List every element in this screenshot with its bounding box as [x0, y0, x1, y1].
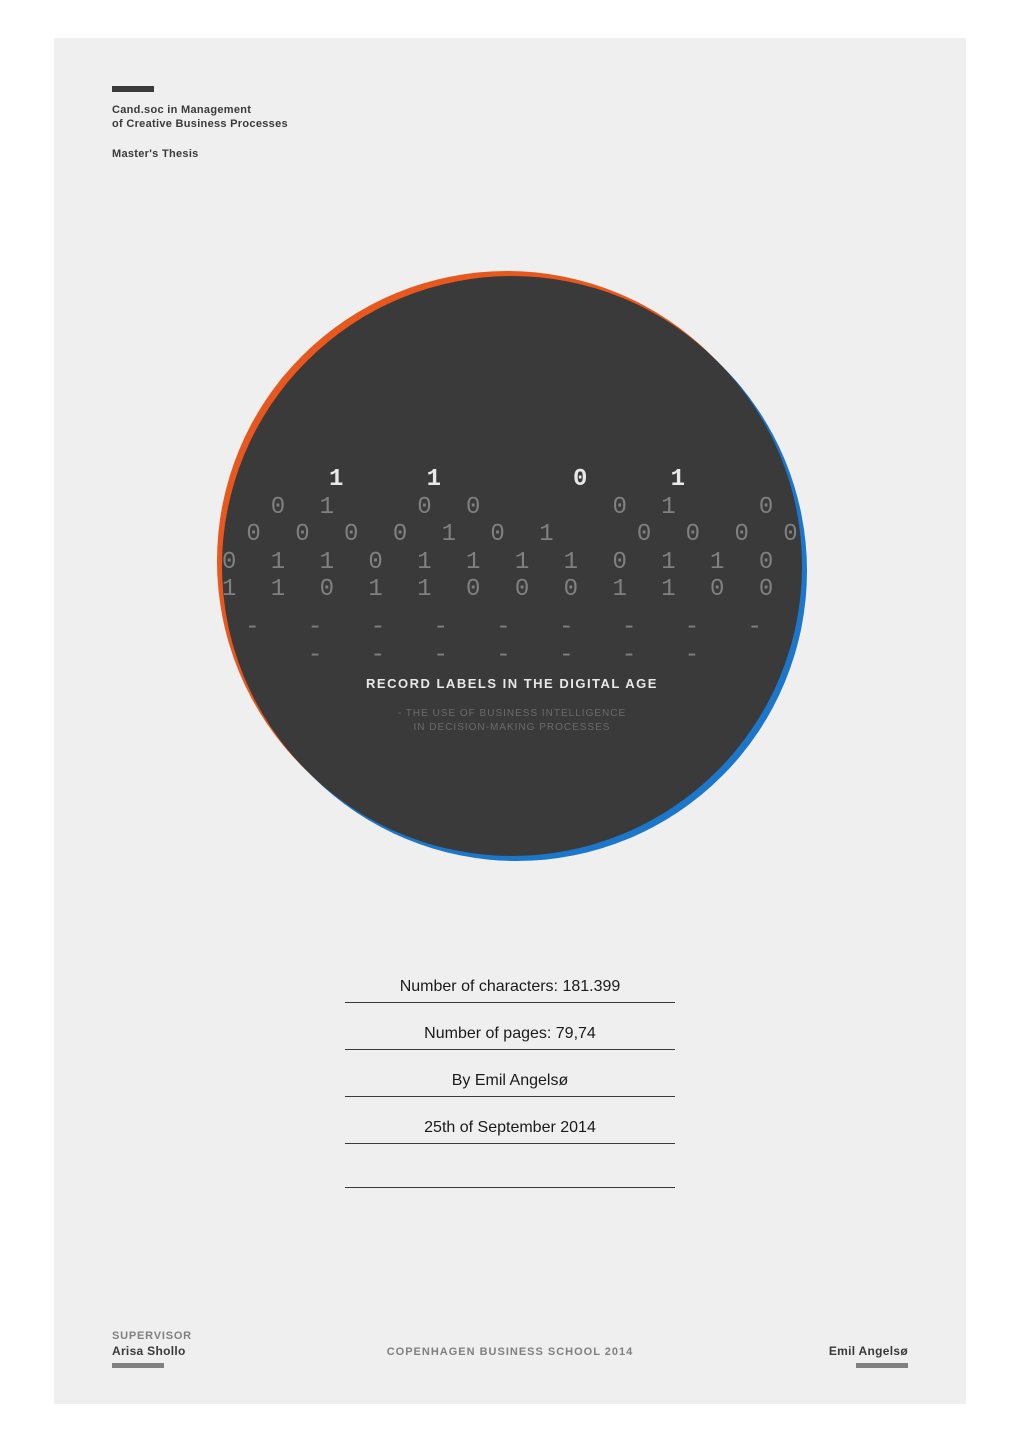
binary-row: 0 0 0 0 1 0 1 0 0 0 0 1 0 1 — [222, 521, 802, 549]
author-underline — [856, 1363, 908, 1368]
pages-count: Number of pages: 79,74 — [345, 1017, 675, 1050]
dash-separator: - - - - - - - - - - - - - - - - — [222, 614, 802, 669]
supervisor-label: SUPERVISOR — [112, 1330, 192, 1342]
metadata-block: Number of characters: 181.399 Number of … — [345, 970, 675, 1202]
author-byline: By Emil Angelsø — [345, 1064, 675, 1097]
binary-row: 1 1 0 1 — [222, 466, 802, 494]
program-name-line2: of Creative Business Processes — [112, 118, 288, 130]
binary-row: 0 1 1 0 1 1 1 1 0 1 1 0 1 1 1 1 — [222, 549, 802, 577]
thesis-title: RECORD LABELS IN THE DIGITAL AGE — [222, 676, 802, 691]
program-name-line1: Cand.soc in Management — [112, 104, 251, 116]
main-circle: 1 1 0 1 0 1 0 0 0 1 0 1 0 0 0 0 1 0 1 0 … — [222, 276, 802, 856]
title-circle-graphic: 1 1 0 1 0 1 0 0 0 1 0 1 0 0 0 0 1 0 1 0 … — [222, 276, 802, 856]
thesis-subtitle-line1: - THE USE OF BUSINESS INTELLIGENCE — [222, 708, 802, 719]
thesis-subtitle-line2: IN DECISION-MAKING PROCESSES — [222, 722, 802, 733]
binary-pattern: 1 1 0 1 0 1 0 0 0 1 0 1 0 0 0 0 1 0 1 0 … — [222, 466, 802, 669]
binary-row: 1 1 0 1 1 0 0 0 1 1 0 0 1 0 1 0 — [222, 576, 802, 604]
characters-count: Number of characters: 181.399 — [345, 970, 675, 1003]
thesis-type-label: Master's Thesis — [112, 148, 199, 160]
empty-line — [345, 1158, 675, 1188]
cover-page: Cand.soc in Management of Creative Busin… — [54, 38, 966, 1404]
author-footer: Emil Angelsø — [829, 1344, 908, 1358]
binary-row: 0 1 0 0 0 1 0 1 — [222, 494, 802, 522]
submission-date: 25th of September 2014 — [345, 1111, 675, 1144]
header-accent-bar — [112, 86, 154, 92]
supervisor-underline — [112, 1363, 164, 1368]
